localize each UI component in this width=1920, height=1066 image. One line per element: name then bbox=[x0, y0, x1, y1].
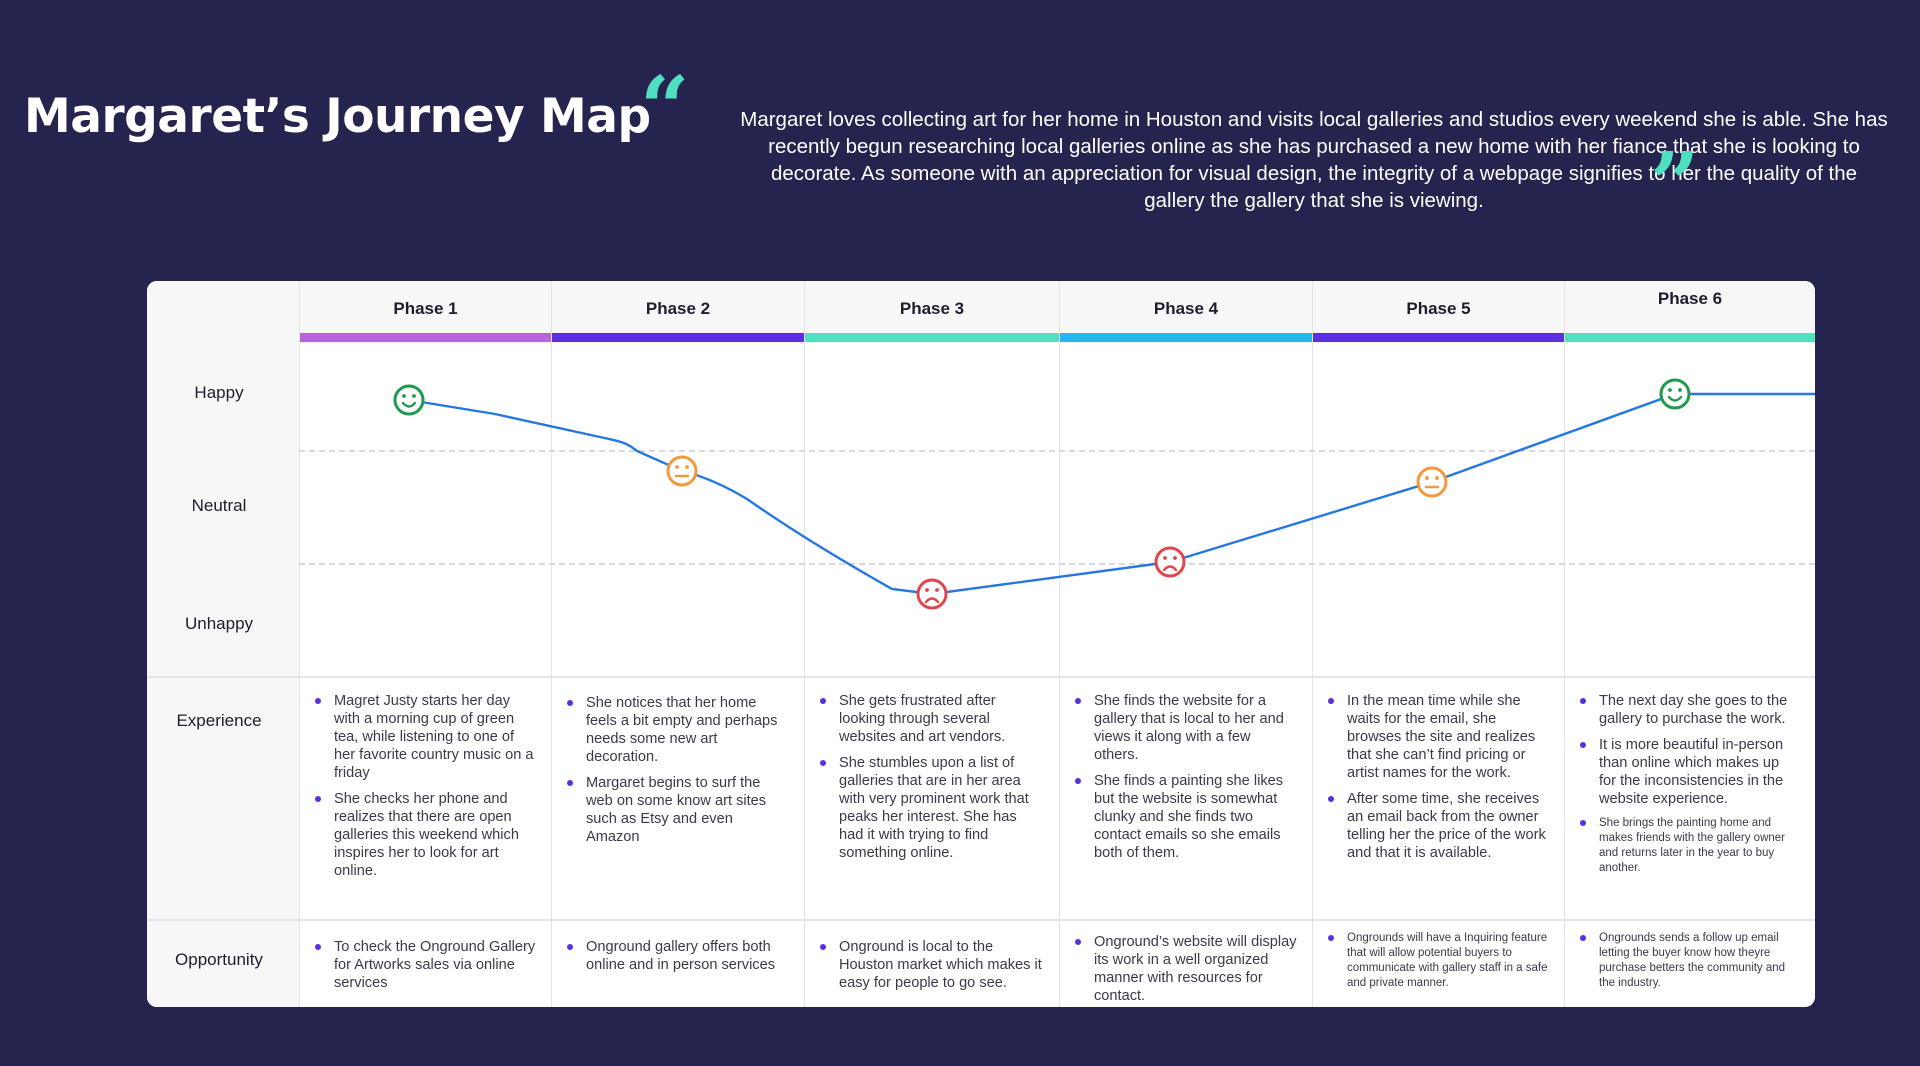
row-label-experience: Experience bbox=[176, 711, 262, 730]
opportunity-cell: Onground’s website will display its work… bbox=[1074, 933, 1297, 1007]
phase-column: Phase 1 bbox=[299, 281, 551, 1007]
experience-cell: The next day she goes to the gallery to … bbox=[1579, 692, 1800, 884]
phase-color-bar bbox=[1060, 333, 1312, 342]
experience-cell: In the mean time while she waits for the… bbox=[1327, 692, 1549, 870]
happy-face-icon bbox=[1659, 378, 1691, 410]
experience-item: She gets frustrated after looking throug… bbox=[819, 692, 1044, 746]
row-label-opportunity: Opportunity bbox=[175, 950, 263, 969]
emotion-curve-line bbox=[408, 392, 1815, 596]
opportunity-item: Onground is local to the Houston market … bbox=[819, 938, 1044, 992]
phase-color-bar bbox=[552, 333, 804, 342]
experience-item: It is more beautiful in-person than onli… bbox=[1579, 736, 1800, 808]
journey-map-card: Phase 1 Phase 2 Phase 3 Phase 4 Phase 5 Phase… bbox=[147, 281, 1815, 1007]
experience-item: She finds a painting she likes but the w… bbox=[1074, 772, 1297, 862]
opportunity-item: Ongrounds sends a follow up email lettin… bbox=[1579, 931, 1800, 991]
opportunity-item: Onground’s website will display its work… bbox=[1074, 933, 1297, 1005]
opportunity-cell: Onground gallery offers both online and … bbox=[566, 938, 789, 982]
open-quote-icon: “ bbox=[640, 58, 690, 159]
page-title: Margaret’s Journey Map bbox=[24, 89, 651, 144]
neutral-face-icon bbox=[1416, 466, 1448, 498]
opportunity-item: To check the Onground Gallery for Artwor… bbox=[314, 938, 536, 992]
phase-title: Phase 4 bbox=[1153, 299, 1219, 318]
row-label-column bbox=[147, 281, 300, 1007]
phase-color-bar bbox=[1313, 333, 1564, 342]
experience-item: Magret Justy starts her day with a morni… bbox=[314, 692, 536, 782]
phase-title: Phase 2 bbox=[645, 299, 711, 318]
opportunity-cell: To check the Onground Gallery for Artwor… bbox=[314, 938, 536, 1000]
persona-description: Margaret loves collecting art for her ho… bbox=[740, 108, 1888, 212]
phase-column: Phase 5 bbox=[1312, 281, 1564, 1007]
neutral-divider bbox=[299, 450, 1815, 452]
experience-item: Margaret begins to surf the web on some … bbox=[566, 774, 789, 846]
experience-item: She brings the painting home and makes f… bbox=[1579, 816, 1800, 876]
opportunity-item: Ongrounds will have a Inquiring feature … bbox=[1327, 931, 1549, 991]
sad-face-icon bbox=[1154, 546, 1186, 578]
row-label-neutral: Neutral bbox=[191, 496, 247, 515]
phase-title: Phase 6 bbox=[1657, 289, 1723, 308]
opportunity-cell: Onground is local to the Houston market … bbox=[819, 938, 1044, 1000]
close-quote-icon: ” bbox=[1650, 134, 1700, 235]
phase-column: Phase 2 bbox=[551, 281, 804, 1007]
phase-title: Phase 1 bbox=[393, 299, 458, 318]
unhappy-divider bbox=[299, 563, 1815, 565]
phase-color-bar bbox=[300, 333, 551, 342]
phase-title: Phase 5 bbox=[1406, 299, 1471, 318]
experience-cell: She gets frustrated after looking throug… bbox=[819, 692, 1044, 870]
phase-color-bar bbox=[1565, 333, 1815, 342]
experience-cell: She notices that her home feels a bit em… bbox=[566, 694, 789, 854]
experience-item: She stumbles upon a list of galleries th… bbox=[819, 754, 1044, 862]
emotion-curve-chart bbox=[393, 378, 1815, 610]
experience-divider bbox=[147, 676, 1815, 678]
phase-title: Phase 3 bbox=[899, 299, 965, 318]
experience-cell: Magret Justy starts her day with a morni… bbox=[314, 692, 536, 888]
neutral-face-icon bbox=[666, 455, 698, 487]
experience-item: She notices that her home feels a bit em… bbox=[566, 694, 789, 766]
experience-item: After some time, she receives an email b… bbox=[1327, 790, 1549, 862]
phase-column: Phase 6 bbox=[1564, 281, 1815, 1007]
phase-column: Phase 3 bbox=[804, 281, 1059, 1007]
experience-item: The next day she goes to the gallery to … bbox=[1579, 692, 1800, 728]
opportunity-divider bbox=[147, 919, 1815, 921]
row-label-happy: Happy bbox=[194, 383, 244, 402]
opportunity-cell: Ongrounds will have a Inquiring feature … bbox=[1327, 931, 1549, 999]
phase-column: Phase 4 bbox=[1059, 281, 1312, 1007]
experience-item: She finds the website for a gallery that… bbox=[1074, 692, 1297, 764]
experience-item: She checks her phone and realizes that t… bbox=[314, 790, 536, 880]
row-label-unhappy: Unhappy bbox=[184, 614, 254, 633]
sad-face-icon bbox=[916, 578, 948, 610]
opportunity-cell: Ongrounds sends a follow up email lettin… bbox=[1579, 931, 1800, 999]
phase-color-bar bbox=[805, 333, 1059, 342]
experience-item: In the mean time while she waits for the… bbox=[1327, 692, 1549, 782]
opportunity-item: Onground gallery offers both online and … bbox=[566, 938, 789, 974]
happy-face-icon bbox=[393, 384, 425, 416]
experience-cell: She finds the website for a gallery that… bbox=[1074, 692, 1297, 870]
